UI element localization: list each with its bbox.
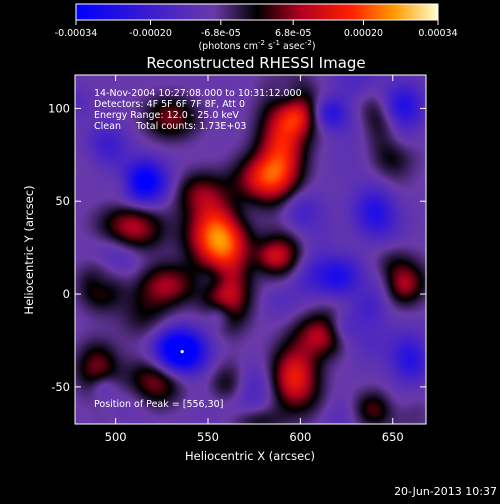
- axis-ticks: 500 550 600 650 -50 0 50 100: [48, 75, 426, 444]
- plot-frame: [74, 74, 427, 425]
- chart-title: Reconstructed RHESSI Image: [146, 54, 365, 72]
- y-tick-label: 50: [55, 194, 70, 208]
- y-axis-label: Heliocentric Y (arcsec): [22, 185, 36, 314]
- colorbar-tick-label: 0.00020: [344, 28, 383, 39]
- x-axis-label: Heliocentric X (arcsec): [185, 449, 315, 463]
- annotation-energy-range: Energy Range: 12.0 - 25.0 keV: [94, 110, 239, 121]
- y-tick-label: -50: [51, 380, 70, 394]
- colorbar-tick-label: -6.8e-05: [201, 28, 241, 39]
- heatmap-image: [75, 75, 426, 424]
- x-tick-label: 550: [197, 430, 219, 444]
- x-tick-label: 500: [105, 430, 127, 444]
- colorbar-tick-label: 0.00034: [418, 28, 457, 39]
- annotation-counts: Clean Total counts: 1.73E+03: [94, 121, 246, 132]
- minimum-marker: [180, 350, 184, 354]
- annotation-detectors: Detectors: 4F 5F 6F 7F 8F, Att 0: [94, 99, 245, 110]
- peak-position-label: Position of Peak = [556,30]: [94, 399, 223, 410]
- colorbar-ticks: -0.00034 -0.00020 -6.8e-05 6.8e-05 0.00020 0.…: [55, 20, 458, 39]
- colorbar-tick-label: -0.00034: [55, 28, 98, 39]
- x-tick-label: 650: [382, 430, 404, 444]
- colorbar: [75, 3, 439, 21]
- colorbar-tick-label: -0.00020: [129, 28, 172, 39]
- colorbar-unit-label: (photons cm-2 s-1 asec-2): [198, 39, 315, 52]
- annotation-time-range: 14-Nov-2004 10:27:08.000 to 10:31:12.000: [94, 88, 302, 99]
- y-tick-label: 0: [63, 287, 70, 301]
- footer-timestamp: 20-Jun-2013 10:37: [394, 485, 497, 498]
- x-tick-label: 600: [289, 430, 311, 444]
- colorbar-tick-label: 6.8e-05: [275, 28, 311, 39]
- y-tick-label: 100: [48, 101, 70, 115]
